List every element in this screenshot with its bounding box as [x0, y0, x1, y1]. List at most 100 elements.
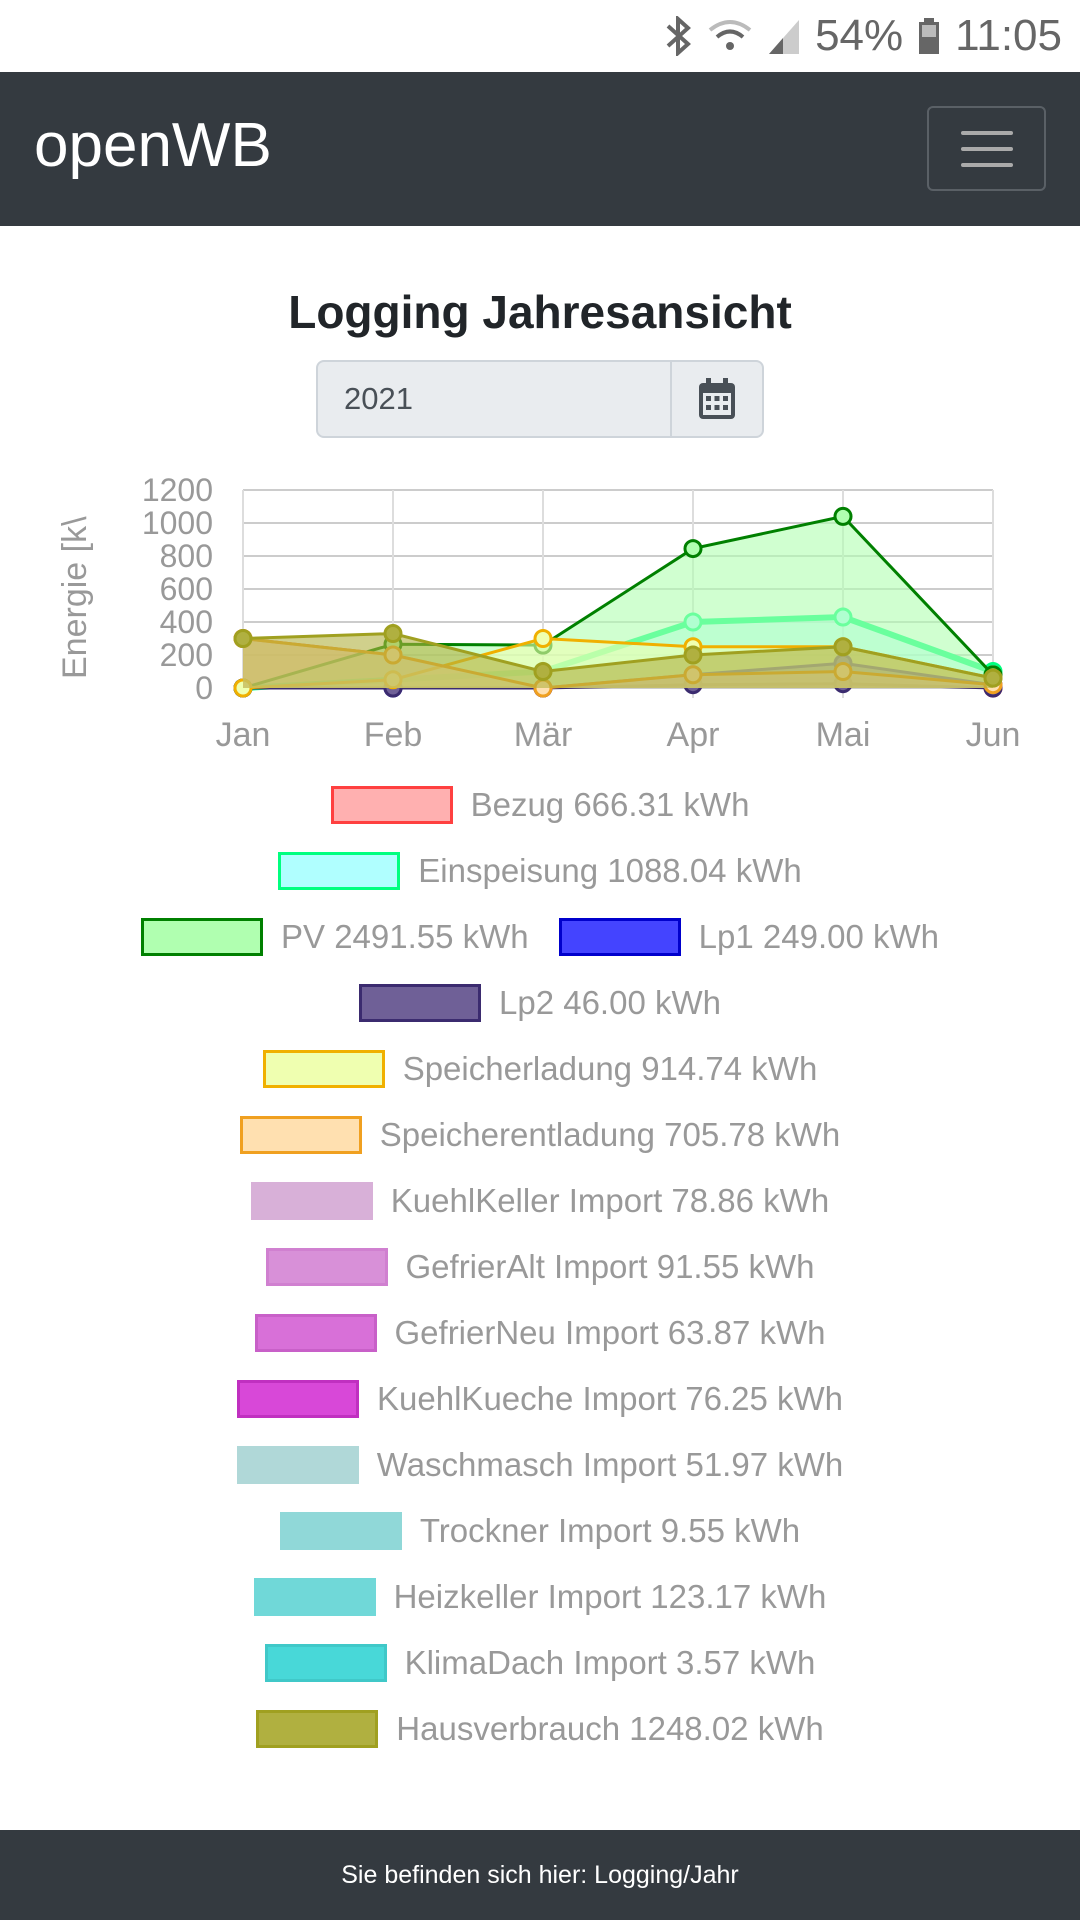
legend-swatch [254, 1314, 377, 1352]
legend-item[interactable]: Speicherladung 914.74 kWh [262, 1050, 818, 1088]
year-input[interactable]: 2021 [344, 381, 413, 416]
clock: 11:05 [955, 11, 1062, 60]
legend-item[interactable]: Hausverbrauch 1248.02 kWh [256, 1710, 824, 1748]
legend-item[interactable]: Waschmasch Import 51.97 kWh [236, 1446, 844, 1484]
legend-label: Einspeisung 1088.04 kWh [418, 852, 802, 889]
legend-swatch [236, 1446, 359, 1484]
wifi-icon [708, 20, 752, 50]
y-tick-label: 1000 [142, 505, 213, 541]
legend-row: Trockner Import 9.55 kWh [0, 1498, 1080, 1564]
x-tick-label: Jun [966, 716, 1021, 754]
legend-label: Speicherladung 914.74 kWh [402, 1050, 818, 1087]
legend-swatch [141, 918, 263, 956]
legend-row: Speicherladung 914.74 kWh [0, 1036, 1080, 1102]
legend-label: Speicherentladung 705.78 kWh [379, 1116, 841, 1153]
x-tick-label: Jan [216, 716, 271, 754]
legend-swatch [250, 1182, 373, 1220]
legend-label: GefrierAlt Import 91.55 kWh [405, 1248, 815, 1285]
legend-label: Hausverbrauch 1248.02 kWh [396, 1710, 824, 1747]
y-tick-label: 800 [160, 538, 213, 574]
brand-logo[interactable]: openWB [34, 111, 272, 180]
legend-row: GefrierNeu Import 63.87 kWh [0, 1300, 1080, 1366]
signal-icon [769, 20, 800, 54]
data-point [533, 662, 553, 681]
legend-item[interactable]: GefrierAlt Import 91.55 kWh [265, 1248, 815, 1286]
data-point [833, 637, 853, 657]
legend-label: Trockner Import 9.55 kWh [419, 1512, 801, 1549]
legend-label: Lp1 249.00 kWh [698, 918, 939, 955]
legend-item[interactable]: Bezug 666.31 kWh [330, 786, 750, 824]
hamburger-icon [960, 130, 1013, 135]
legend-row: Bezug 666.31 kWh [0, 772, 1080, 838]
page-title: Logging Jahresansicht [288, 286, 792, 338]
navbar: openWB [0, 72, 1080, 226]
legend-item[interactable]: KlimaDach Import 3.57 kWh [264, 1644, 816, 1682]
legend-swatch [239, 1116, 362, 1154]
y-tick-label: 0 [195, 670, 213, 706]
legend-label: KlimaDach Import 3.57 kWh [404, 1644, 816, 1681]
legend-swatch [237, 1380, 360, 1418]
legend-swatch [262, 1050, 385, 1088]
legend-swatch [265, 1248, 388, 1286]
status-bar: 54% 11:05 [0, 0, 1080, 72]
legend-swatch [558, 918, 681, 956]
legend-label: Lp2 46.00 kWh [499, 984, 721, 1021]
footer-breadcrumb: Sie befinden sich hier: Logging/Jahr [0, 1830, 1080, 1920]
legend-row: Waschmasch Import 51.97 kWh [0, 1432, 1080, 1498]
legend-row: KlimaDach Import 3.57 kWh [0, 1630, 1080, 1696]
legend-label: Bezug 666.31 kWh [470, 786, 750, 823]
chart-legend: Bezug 666.31 kWh Einspeisung 1088.04 kWh P… [0, 772, 1080, 1762]
legend-swatch [256, 1710, 379, 1748]
legend-row: KuehlKueche Import 76.25 kWh [0, 1366, 1080, 1432]
x-tick-label: Mär [514, 716, 573, 754]
legend-row: Speicherentladung 705.78 kWh [0, 1102, 1080, 1168]
legend-item[interactable]: Speicherentladung 705.78 kWh [239, 1116, 841, 1154]
legend-item[interactable]: Lp1 249.00 kWh [558, 918, 939, 956]
legend-label: Waschmasch Import 51.97 kWh [376, 1446, 844, 1483]
legend-item[interactable]: KuehlKueche Import 76.25 kWh [237, 1380, 843, 1418]
data-point [983, 668, 1003, 688]
legend-row: GefrierAlt Import 91.55 kWh [0, 1234, 1080, 1300]
data-point [683, 539, 703, 559]
legend-item[interactable]: Heizkeller Import 123.17 kWh [253, 1578, 826, 1616]
legend-item[interactable]: Trockner Import 9.55 kWh [279, 1512, 801, 1550]
legend-swatch [264, 1644, 387, 1682]
legend-item[interactable]: PV 2491.55 kWh [141, 918, 529, 956]
legend-label: KuehlKeller Import 78.86 kWh [390, 1182, 830, 1219]
legend-label: PV 2491.55 kWh [281, 918, 529, 955]
data-point [533, 629, 553, 648]
data-point [383, 624, 403, 644]
legend-item[interactable]: Lp2 46.00 kWh [359, 984, 721, 1022]
legend-row: Hausverbrauch 1248.02 kWh [0, 1696, 1080, 1762]
legend-label: KuehlKueche Import 76.25 kWh [377, 1380, 843, 1417]
legend-item[interactable]: KuehlKeller Import 78.86 kWh [250, 1182, 830, 1220]
calendar-icon [699, 378, 735, 419]
legend-row: Heizkeller Import 123.17 kWh [0, 1564, 1080, 1630]
menu-toggle-button[interactable] [927, 106, 1046, 191]
legend-item[interactable]: Einspeisung 1088.04 kWh [278, 852, 802, 890]
x-tick-label: Apr [667, 716, 720, 754]
series-area-hausverbrauch [243, 633, 993, 688]
year-picker[interactable]: 2021 [316, 360, 764, 438]
bluetooth-icon [666, 16, 692, 56]
legend-swatch [253, 1578, 376, 1616]
legend-row: Lp2 46.00 kWh [0, 970, 1080, 1036]
legend-item[interactable]: GefrierNeu Import 63.87 kWh [254, 1314, 826, 1352]
legend-row: KuehlKeller Import 78.86 kWh [0, 1168, 1080, 1234]
y-tick-label: 200 [160, 637, 213, 673]
legend-row: PV 2491.55 kWh Lp1 249.00 kWh [0, 904, 1080, 970]
legend-swatch [330, 786, 453, 824]
data-point [683, 645, 703, 665]
data-point [233, 629, 253, 648]
y-tick-label: 400 [160, 604, 213, 640]
series-line-hausverbrauch [242, 632, 994, 680]
calendar-button[interactable] [670, 362, 762, 436]
legend-swatch [359, 984, 481, 1022]
x-tick-label: Mai [816, 716, 871, 754]
legend-label: GefrierNeu Import 63.87 kWh [394, 1314, 826, 1351]
legend-row: Einspeisung 1088.04 kWh [0, 838, 1080, 904]
battery-icon [919, 18, 940, 54]
y-axis-label: Energie [k\ [56, 516, 94, 679]
x-tick-label: Feb [364, 716, 423, 754]
